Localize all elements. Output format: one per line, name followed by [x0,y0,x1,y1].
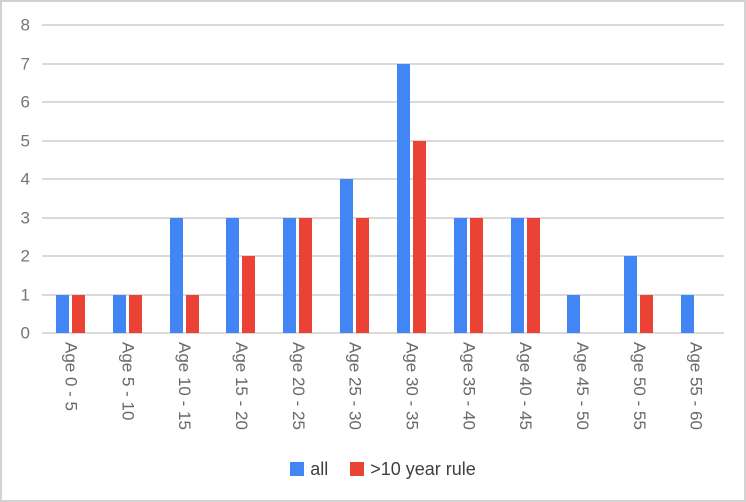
x-axis-tick-label: Age 40 - 45 [516,342,536,430]
y-axis-tick-label: 0 [20,323,30,343]
bar-rule [71,294,85,333]
plot-area [42,24,724,334]
bar-all [624,256,638,333]
y-axis-tick-label: 6 [20,92,30,112]
gridline [42,255,724,257]
y-axis-tick-label: 1 [20,285,30,304]
x-axis-tick-label: Age 5 - 10 [118,342,138,421]
x-axis-tick-label: Age 30 - 35 [402,342,422,430]
x-axis-tick-label: Age 0 - 5 [61,342,81,411]
bar-all [396,63,410,333]
y-axis-tick-label: 2 [20,246,30,266]
legend-item: >10 year rule [350,459,476,480]
bar-rule [469,217,483,333]
legend-label: >10 year rule [370,458,476,479]
bar-all [510,217,524,333]
bar-all [681,294,695,333]
bar-all [283,217,297,333]
gridline [42,62,724,65]
y-axis-tick-label: 5 [20,131,30,150]
gridline [42,24,724,26]
gridline [42,178,724,180]
bar-rule [640,294,654,333]
y-axis-tick-label: 3 [20,208,30,227]
bar-all [112,294,126,333]
bar-all [453,217,467,333]
x-axis-tick-label: Age 15 - 20 [231,342,251,430]
x-axis-tick-label: Age 20 - 25 [288,342,308,430]
bar-all [340,179,354,333]
legend-item: all [290,459,328,480]
x-axis-tick-label: Age 50 - 55 [629,342,649,430]
y-axis-tick-label: 4 [20,169,30,189]
x-axis-tick-label: Age 10 - 15 [175,342,195,430]
bar-rule [128,294,142,333]
gridline [42,293,724,296]
gridline [42,139,724,142]
legend-color-swatch [350,462,365,476]
bar-rule [526,217,540,333]
gridline [42,101,724,103]
gridline [42,216,724,219]
y-axis-tick-label: 7 [20,54,30,73]
bar-rule [356,217,370,333]
bar-rule [242,256,256,333]
legend-label: all [310,458,329,479]
y-axis-tick-label: 8 [20,15,30,35]
bar-all [226,217,240,333]
x-axis-tick-label: Age 25 - 30 [345,342,365,430]
bar-all [567,294,581,333]
bar-all [169,217,183,333]
legend: all >10 year rule [42,457,724,481]
gridline [42,332,724,334]
bar-rule [299,217,313,333]
bar-rule [412,140,426,333]
bar-rule [185,294,199,333]
x-axis-tick-label: Age 45 - 50 [572,342,592,430]
bar-all [55,294,69,333]
x-axis-tick-label: Age 55 - 60 [686,342,706,430]
x-axis-tick-label: Age 35 - 40 [459,342,479,430]
legend-color-swatch [290,462,305,476]
